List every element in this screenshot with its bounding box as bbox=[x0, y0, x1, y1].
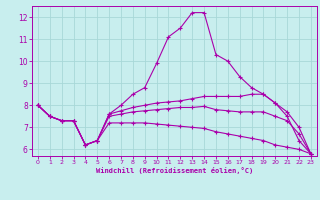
X-axis label: Windchill (Refroidissement éolien,°C): Windchill (Refroidissement éolien,°C) bbox=[96, 167, 253, 174]
